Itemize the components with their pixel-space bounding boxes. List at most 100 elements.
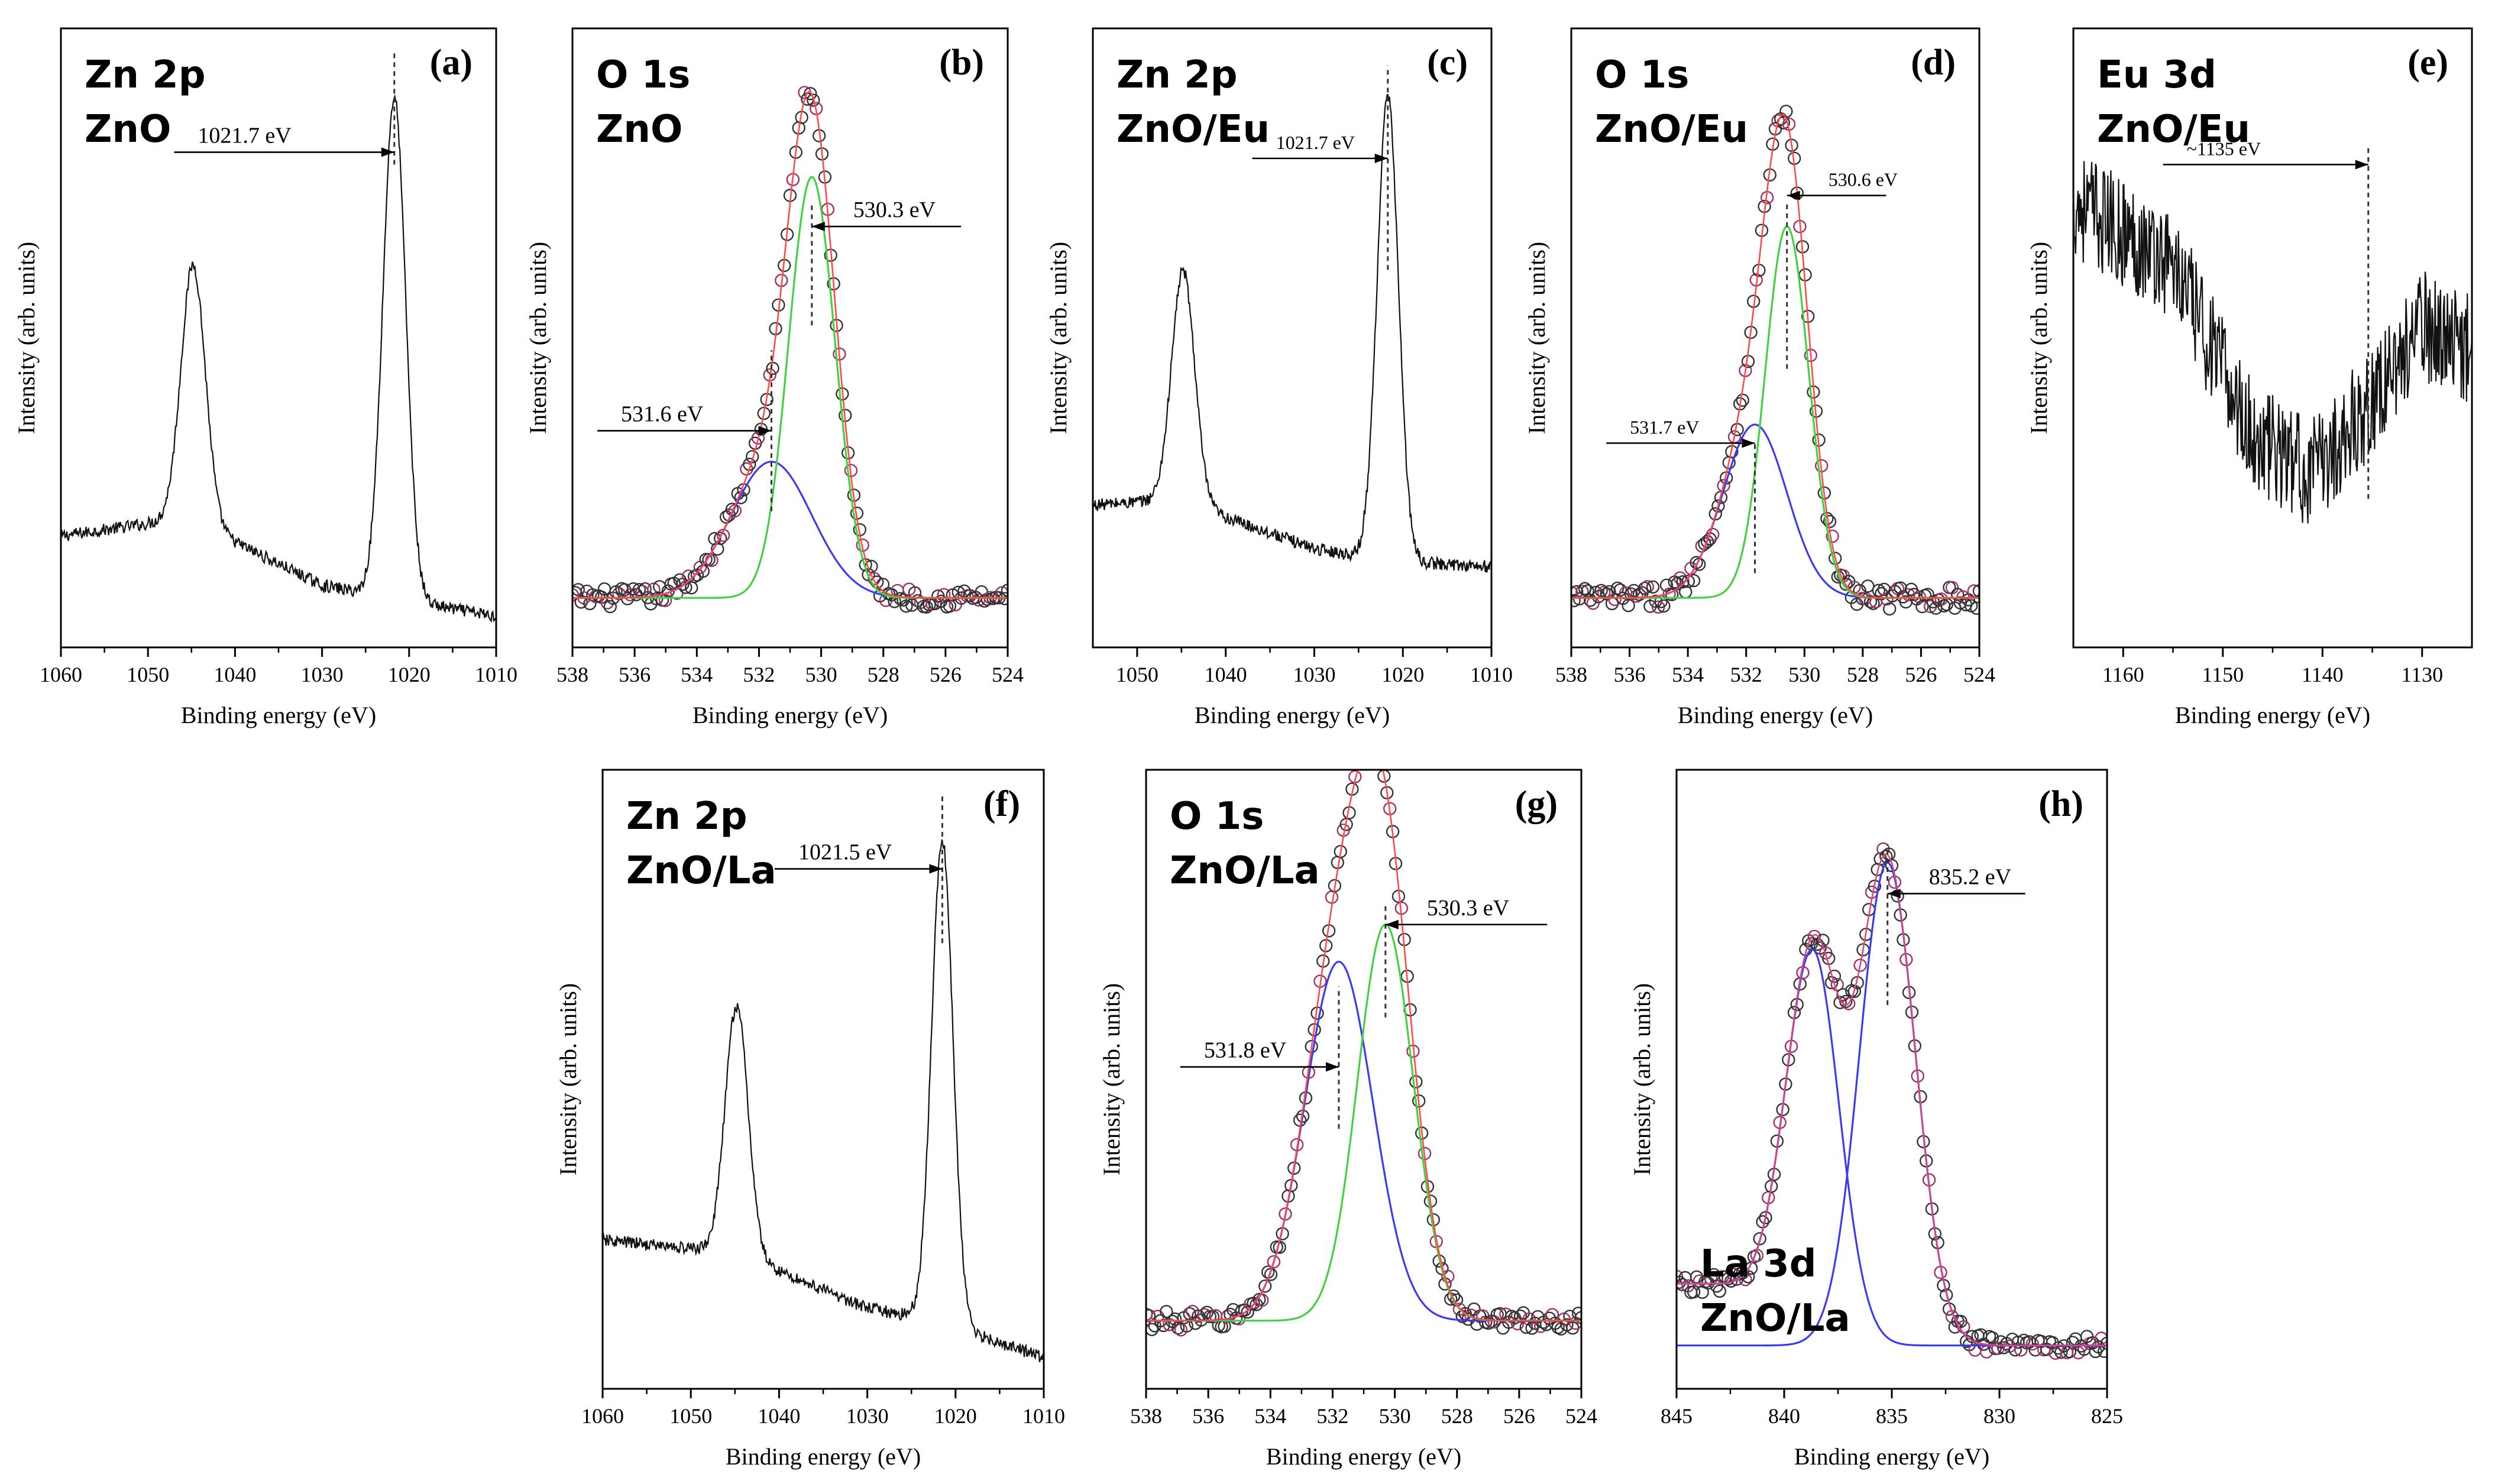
x-tick-label: 526 [930, 663, 962, 686]
plot-area [61, 94, 496, 623]
x-axis-label: Binding energy (eV) [181, 702, 376, 728]
x-tick-label: 526 [1905, 663, 1937, 686]
data-point [751, 431, 765, 445]
panel-title-line: ZnO/La [626, 849, 776, 893]
annotation-arrowhead [381, 147, 394, 157]
data-point [1826, 529, 1839, 543]
y-axis-label: Intensity (arb. units) [525, 242, 551, 435]
x-tick-label: 1150 [2202, 663, 2244, 686]
x-tick-label: 1160 [2102, 663, 2144, 686]
data-point [632, 583, 646, 597]
panel-title-line: ZnO/Eu [1595, 108, 1748, 151]
panel-d: 530.6 eV 531.7 eV 538 536 534 532 530 528 526 524… [1523, 27, 1995, 728]
x-tick-label: 1050 [1116, 663, 1158, 686]
data-point [2066, 1336, 2080, 1349]
x-tick-label: 536 [1614, 663, 1646, 686]
data-point [946, 588, 960, 602]
fit-envelope-curve [572, 90, 1008, 599]
data-point [1759, 1211, 1772, 1224]
x-tick-label: 1060 [581, 1404, 624, 1428]
x-tick-label: 532 [1730, 663, 1762, 686]
panel-title-line: La 3d [1700, 1242, 1817, 1286]
plot-frame [1092, 27, 1493, 649]
data-point [1513, 1309, 1528, 1323]
x-tick-label: 524 [992, 663, 1024, 686]
data-point [1571, 586, 1578, 600]
data-point [1677, 1278, 1689, 1291]
data-point [1481, 1316, 1496, 1330]
data-point [1853, 958, 1867, 972]
y-axis-label: Intensity (arb. units) [1523, 242, 1550, 435]
peak-energy-label: 531.7 eV [1630, 416, 1699, 438]
annotation-arrowhead [811, 222, 825, 232]
data-point [713, 532, 727, 545]
data-point [1373, 747, 1384, 759]
panel-title-line: Zn 2p [1117, 53, 1238, 97]
data-point [1183, 1307, 1196, 1321]
data-point [745, 450, 759, 464]
x-axis-label: Binding energy (eV) [726, 1443, 921, 1470]
data-point [1510, 1317, 1525, 1331]
x-tick-label: 1140 [2302, 663, 2344, 686]
data-point [1713, 1284, 1727, 1298]
data-point [1146, 1323, 1158, 1336]
peak-energy-label: ~1135 eV [2187, 138, 2261, 159]
x-tick-label: 534 [681, 663, 713, 686]
plot-area [1146, 733, 1581, 1337]
x-tick-label: 1010 [1470, 663, 1513, 686]
x-tick-label: 845 [1661, 1404, 1693, 1428]
x-tick-label: 538 [556, 663, 588, 686]
x-tick-label: 536 [1192, 1404, 1224, 1428]
x-tick-label: 532 [1316, 1404, 1348, 1428]
component-curve [1571, 225, 1979, 599]
data-point [1882, 602, 1897, 616]
data-point [1807, 929, 1821, 944]
y-axis-label: Intensity (arb. units) [13, 242, 40, 435]
data-point [1847, 984, 1862, 999]
peak-energy-label: 530.3 eV [1427, 896, 1510, 921]
data-point [1863, 595, 1878, 608]
data-point [1724, 1274, 1738, 1288]
peak-energy-label: 1021.7 eV [198, 123, 292, 148]
data-point [1638, 581, 1652, 595]
x-tick-label: 1040 [1205, 663, 1247, 686]
data-point [1157, 1318, 1170, 1333]
x-tick-label: 530 [805, 663, 837, 686]
annotation-arrowhead [1385, 919, 1399, 929]
x-tick-label: 840 [1768, 1404, 1800, 1428]
data-point [1358, 747, 1370, 759]
panel-a: 1021.7 eV 1060 1050 1040 1030 1020 1010 Binding… [13, 27, 517, 728]
data-point [1885, 858, 1899, 873]
component-curve [1146, 924, 1581, 1322]
panel-title-line: ZnO/Eu [1117, 108, 1270, 151]
data-point [1868, 879, 1882, 893]
data-point [1736, 393, 1750, 407]
data-point [658, 594, 672, 607]
annotation-arrowhead [1325, 1062, 1339, 1072]
data-point [1574, 1311, 1581, 1324]
data-point [1673, 571, 1687, 585]
x-tick-label: 1050 [127, 663, 169, 686]
data-point [1605, 597, 1619, 611]
x-axis-label: Binding energy (eV) [1678, 702, 1873, 728]
panel-letter: (f) [983, 784, 1020, 824]
data-point [1833, 996, 1847, 1009]
x-axis-label: Binding energy (eV) [1195, 702, 1390, 728]
x-axis-label: Binding energy (eV) [1266, 1443, 1461, 1470]
data-point [1967, 584, 1979, 598]
data-point [1872, 584, 1886, 597]
panel-title-line: O 1s [1170, 795, 1264, 838]
data-point [1690, 556, 1703, 569]
x-tick-label: 1020 [388, 663, 431, 686]
data-point [1279, 1207, 1292, 1221]
data-point [1168, 1312, 1182, 1326]
x-tick-label: 1010 [1022, 1404, 1065, 1428]
data-point [1258, 1279, 1272, 1293]
x-tick-label: 1030 [846, 1404, 889, 1428]
fit-envelope-curve [1146, 770, 1581, 1322]
x-tick-label: 530 [1379, 1404, 1411, 1428]
component-curve [1571, 423, 1979, 599]
data-point [1361, 733, 1373, 744]
x-tick-label: 538 [1555, 663, 1587, 686]
